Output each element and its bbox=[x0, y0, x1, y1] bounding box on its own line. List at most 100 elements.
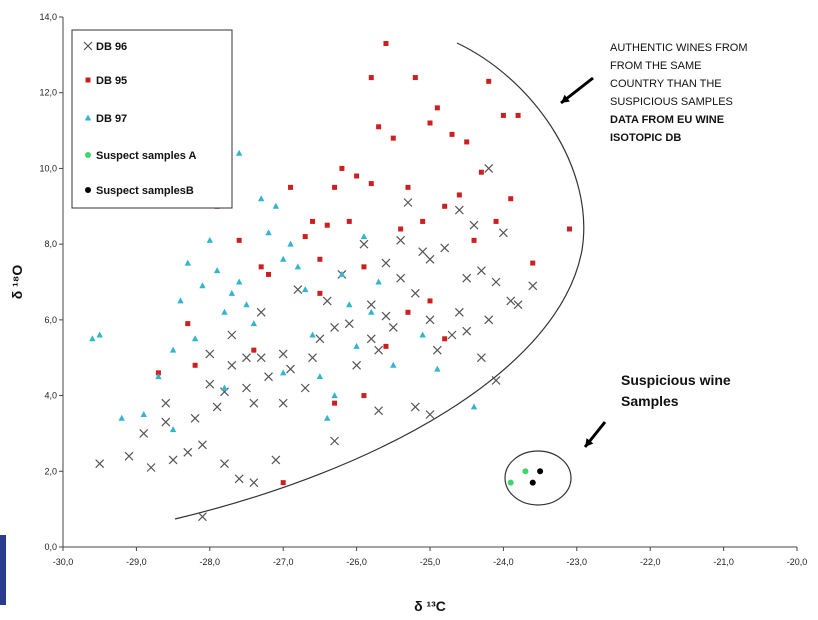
x-stroke bbox=[476, 353, 486, 363]
legend: DB 96 DB 95 DB 97 Suspect samples A Suspect … bbox=[71, 29, 233, 209]
point-db97 bbox=[368, 308, 375, 315]
point-db97 bbox=[302, 286, 309, 293]
x-stroke bbox=[190, 413, 200, 423]
point-db97 bbox=[294, 263, 302, 270]
point-db96 bbox=[425, 315, 435, 325]
y-tick-label: 6,0 bbox=[44, 315, 57, 325]
point-db97 bbox=[316, 373, 324, 380]
point-db96 bbox=[425, 410, 435, 419]
point-db96 bbox=[491, 376, 501, 385]
point-db96 bbox=[293, 285, 303, 294]
point-db96 bbox=[484, 315, 494, 325]
point-db96 bbox=[454, 205, 464, 215]
x-stroke bbox=[366, 300, 376, 310]
point-db96 bbox=[220, 387, 229, 397]
point-db96 bbox=[366, 334, 376, 344]
point-db96 bbox=[432, 345, 442, 355]
point-db95 bbox=[420, 218, 426, 224]
x-stroke bbox=[330, 323, 340, 332]
point-db96 bbox=[447, 330, 457, 340]
y-tick-label: 2,0 bbox=[44, 466, 57, 476]
x-stroke bbox=[484, 315, 494, 325]
point-db95 bbox=[442, 203, 448, 209]
point-db97 bbox=[346, 301, 353, 308]
point-db96 bbox=[256, 307, 266, 317]
x-stroke bbox=[374, 345, 384, 355]
point-db97 bbox=[353, 342, 360, 349]
point-db95 bbox=[280, 480, 286, 486]
point-db96 bbox=[330, 323, 340, 332]
x-stroke bbox=[198, 440, 207, 450]
x-stroke bbox=[396, 273, 406, 283]
x-stroke bbox=[425, 254, 435, 264]
point-db95 bbox=[361, 393, 367, 399]
legend-label: Suspect samples A bbox=[96, 150, 197, 162]
point-db96 bbox=[315, 334, 325, 344]
point-db95 bbox=[449, 131, 455, 137]
point-db96 bbox=[381, 258, 391, 268]
point-db96 bbox=[359, 239, 369, 249]
point-db95 bbox=[368, 75, 374, 81]
point-db96 bbox=[264, 372, 273, 382]
legend-marker-suspect bbox=[85, 187, 91, 193]
point-db97 bbox=[250, 320, 258, 327]
point-db96 bbox=[454, 307, 464, 317]
point-db96 bbox=[410, 402, 420, 412]
suspicious-note-line: Suspicious wine bbox=[621, 372, 731, 388]
x-stroke bbox=[388, 323, 398, 332]
point-db95 bbox=[155, 370, 161, 376]
point-db96 bbox=[498, 228, 508, 238]
point-db95 bbox=[185, 321, 191, 327]
legend-label: DB 96 bbox=[96, 41, 127, 53]
point-db97 bbox=[235, 278, 243, 285]
point-db97 bbox=[89, 335, 96, 342]
x-stroke bbox=[183, 447, 193, 457]
point-db96 bbox=[168, 455, 178, 465]
point-db97 bbox=[470, 403, 478, 410]
x-stroke bbox=[220, 459, 229, 469]
point-db95 bbox=[390, 135, 396, 141]
point-db95 bbox=[339, 165, 345, 171]
x-tick-label: -22,0 bbox=[640, 557, 661, 567]
point-db95 bbox=[405, 184, 411, 190]
suspicious-arrow bbox=[583, 421, 607, 448]
x-stroke bbox=[410, 402, 420, 412]
point-db95 bbox=[478, 169, 484, 175]
boundary-curve bbox=[174, 42, 585, 520]
authentic-note-line: COUNTRY THAN THE bbox=[610, 78, 722, 90]
x-stroke bbox=[249, 398, 259, 408]
point-db96 bbox=[410, 288, 420, 298]
point-db95 bbox=[332, 184, 338, 190]
point-db95 bbox=[310, 218, 316, 224]
point-db96 bbox=[308, 353, 317, 363]
legend-marker-db95 bbox=[85, 77, 91, 83]
point-db96 bbox=[139, 429, 149, 438]
point-db96 bbox=[124, 451, 134, 461]
x-stroke bbox=[146, 463, 156, 472]
x-stroke bbox=[462, 326, 472, 336]
point-db95 bbox=[412, 75, 418, 81]
point-db96 bbox=[388, 323, 398, 332]
suspicious-circle bbox=[504, 450, 572, 506]
legend-marker-db96 bbox=[83, 41, 93, 51]
point-db96 bbox=[330, 436, 340, 446]
point-db96 bbox=[396, 273, 406, 283]
x-stroke bbox=[374, 406, 384, 416]
point-suspect-b bbox=[537, 468, 544, 475]
point-db96 bbox=[513, 300, 523, 310]
point-db95 bbox=[515, 112, 521, 118]
point-db96 bbox=[271, 455, 281, 465]
x-stroke bbox=[484, 164, 494, 173]
authentic-note-bold-line: ISOTOPIC DB bbox=[610, 132, 681, 144]
x-stroke bbox=[205, 349, 215, 359]
x-stroke bbox=[330, 436, 340, 446]
x-stroke bbox=[161, 417, 171, 427]
x-stroke bbox=[256, 307, 266, 317]
point-db97 bbox=[280, 255, 287, 262]
legend-label: DB 95 bbox=[96, 75, 127, 87]
arrow-head bbox=[585, 438, 594, 447]
y-tick-label: 8,0 bbox=[44, 239, 57, 249]
point-db96 bbox=[506, 296, 516, 306]
point-db96 bbox=[161, 417, 171, 427]
point-db95 bbox=[361, 264, 367, 270]
